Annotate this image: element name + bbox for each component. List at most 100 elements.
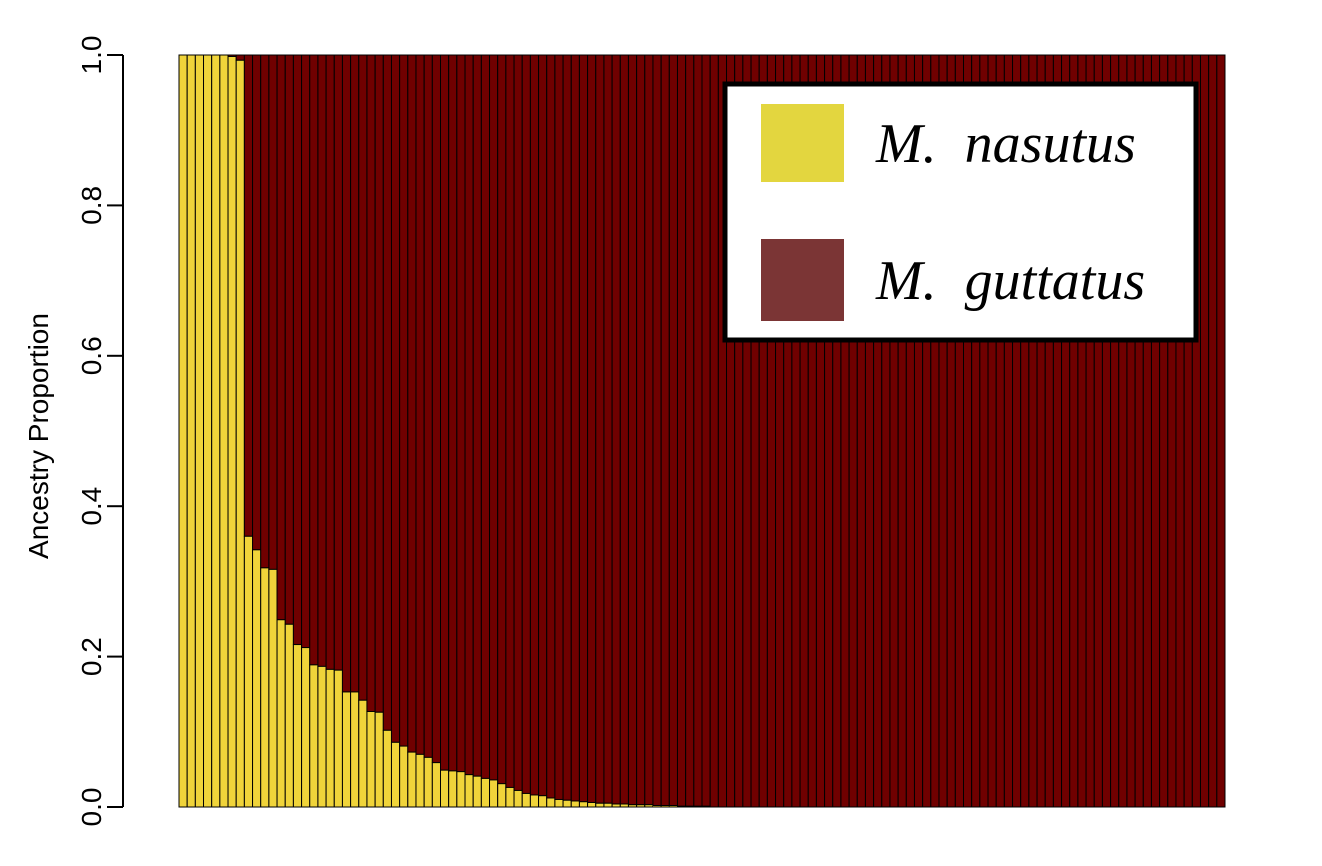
bar-nasutus-15 [301,647,311,808]
bar-nasutus-19 [333,669,343,808]
bar-nasutus-13 [284,623,294,808]
bar-nasutus-14 [292,644,303,808]
y-tick-label-3: 0.6 [76,336,107,375]
y-tick-label-1: 0.2 [76,637,107,676]
bar-nasutus-60 [668,805,678,808]
bar-guttatus-11 [268,54,278,570]
bar-nasutus-4 [211,54,221,808]
bar-guttatus-13 [284,54,294,625]
bar-nasutus-59 [660,805,670,808]
bar-nasutus-3 [203,54,213,808]
bar-nasutus-8 [243,535,254,808]
bar-guttatus-23 [366,54,376,712]
bar-guttatus-30 [423,54,433,758]
bar-guttatus-31 [431,54,441,764]
bar-guttatus-65 [709,54,719,808]
bar-guttatus-15 [301,54,311,649]
bar-guttatus-25 [382,54,392,731]
bar-nasutus-37 [480,777,491,808]
bar-guttatus-42 [521,54,531,794]
bar-guttatus-58 [652,54,662,806]
bar-guttatus-34 [456,54,466,773]
bar-nasutus-46 [554,798,564,808]
bar-guttatus-56 [636,54,646,806]
bar-guttatus-50 [587,54,597,803]
bar-guttatus-35 [464,54,474,776]
legend-swatch-guttatus [761,239,844,321]
bar-nasutus-44 [538,795,548,808]
bar-nasutus-7 [235,59,245,808]
bar-guttatus-18 [325,54,335,670]
bar-nasutus-6 [227,56,237,808]
bar-guttatus-125 [1199,54,1210,808]
bar-guttatus-29 [415,54,425,755]
bar-nasutus-48 [570,800,580,808]
bar-nasutus-38 [489,779,499,808]
bar-nasutus-43 [529,794,540,808]
bar-nasutus-58 [652,805,662,808]
bar-guttatus-7 [235,54,245,61]
legend: M. nasutus M. guttatus [722,81,1199,343]
legend-label-guttatus-species: guttatus [965,250,1145,312]
bar-nasutus-20 [341,691,352,808]
bar-guttatus-27 [399,54,409,747]
bar-nasutus-21 [350,691,360,808]
bar-guttatus-9 [252,54,262,551]
bar-nasutus-53 [611,803,621,808]
bar-nasutus-55 [627,804,638,808]
legend-label-guttatus: M. guttatus [875,250,1145,312]
bar-nasutus-25 [382,729,392,808]
bar-guttatus-48 [570,54,580,802]
bar-guttatus-20 [341,54,352,693]
bar-nasutus-0 [178,54,188,808]
bar-nasutus-18 [325,668,335,808]
y-axis: 0.0 0.2 0.4 0.6 0.8 1.0 [76,36,124,827]
bar-guttatus-32 [440,54,450,771]
bar-nasutus-57 [644,804,654,808]
bar-guttatus-43 [529,54,540,796]
bar-nasutus-33 [448,770,458,808]
bar-nasutus-26 [390,741,401,808]
bar-guttatus-22 [358,54,368,701]
bar-nasutus-36 [472,775,482,808]
bar-guttatus-37 [480,54,491,779]
bar-nasutus-45 [546,797,556,808]
bar-nasutus-9 [252,549,262,808]
bar-guttatus-40 [505,54,515,788]
bar-nasutus-11 [268,568,278,808]
bar-guttatus-60 [668,54,678,806]
bar-guttatus-24 [374,54,384,713]
legend-swatch-nasutus [761,104,844,182]
bar-guttatus-44 [538,54,548,797]
bar-guttatus-19 [333,54,343,671]
bar-guttatus-51 [595,54,605,804]
bar-guttatus-59 [660,54,670,806]
y-tick-label-0: 0.0 [76,788,107,827]
bar-guttatus-8 [243,54,254,537]
legend-label-nasutus: M. nasutus [875,113,1136,175]
y-axis-title: Ancestry Proportion [23,313,54,559]
bar-nasutus-28 [407,751,417,808]
bar-guttatus-17 [317,54,327,667]
bar-guttatus-45 [546,54,556,799]
bar-nasutus-16 [309,664,319,808]
bar-guttatus-26 [390,54,401,743]
bar-nasutus-10 [260,567,270,808]
bar-guttatus-52 [603,54,613,804]
bar-nasutus-1 [186,54,196,808]
bar-nasutus-61 [676,805,687,808]
bar-nasutus-40 [505,786,515,808]
bar-nasutus-17 [317,665,327,808]
bar-nasutus-12 [276,619,286,808]
bar-nasutus-54 [619,803,629,808]
bar-guttatus-61 [676,54,687,807]
bar-guttatus-16 [309,54,319,666]
bar-nasutus-39 [497,783,507,808]
y-tick-label-5: 1.0 [76,36,107,75]
bar-guttatus-62 [685,54,695,807]
bar-nasutus-22 [358,699,368,808]
bar-guttatus-126 [1208,54,1218,808]
bar-nasutus-30 [423,756,433,808]
bar-guttatus-14 [292,54,303,646]
bar-guttatus-39 [497,54,507,785]
